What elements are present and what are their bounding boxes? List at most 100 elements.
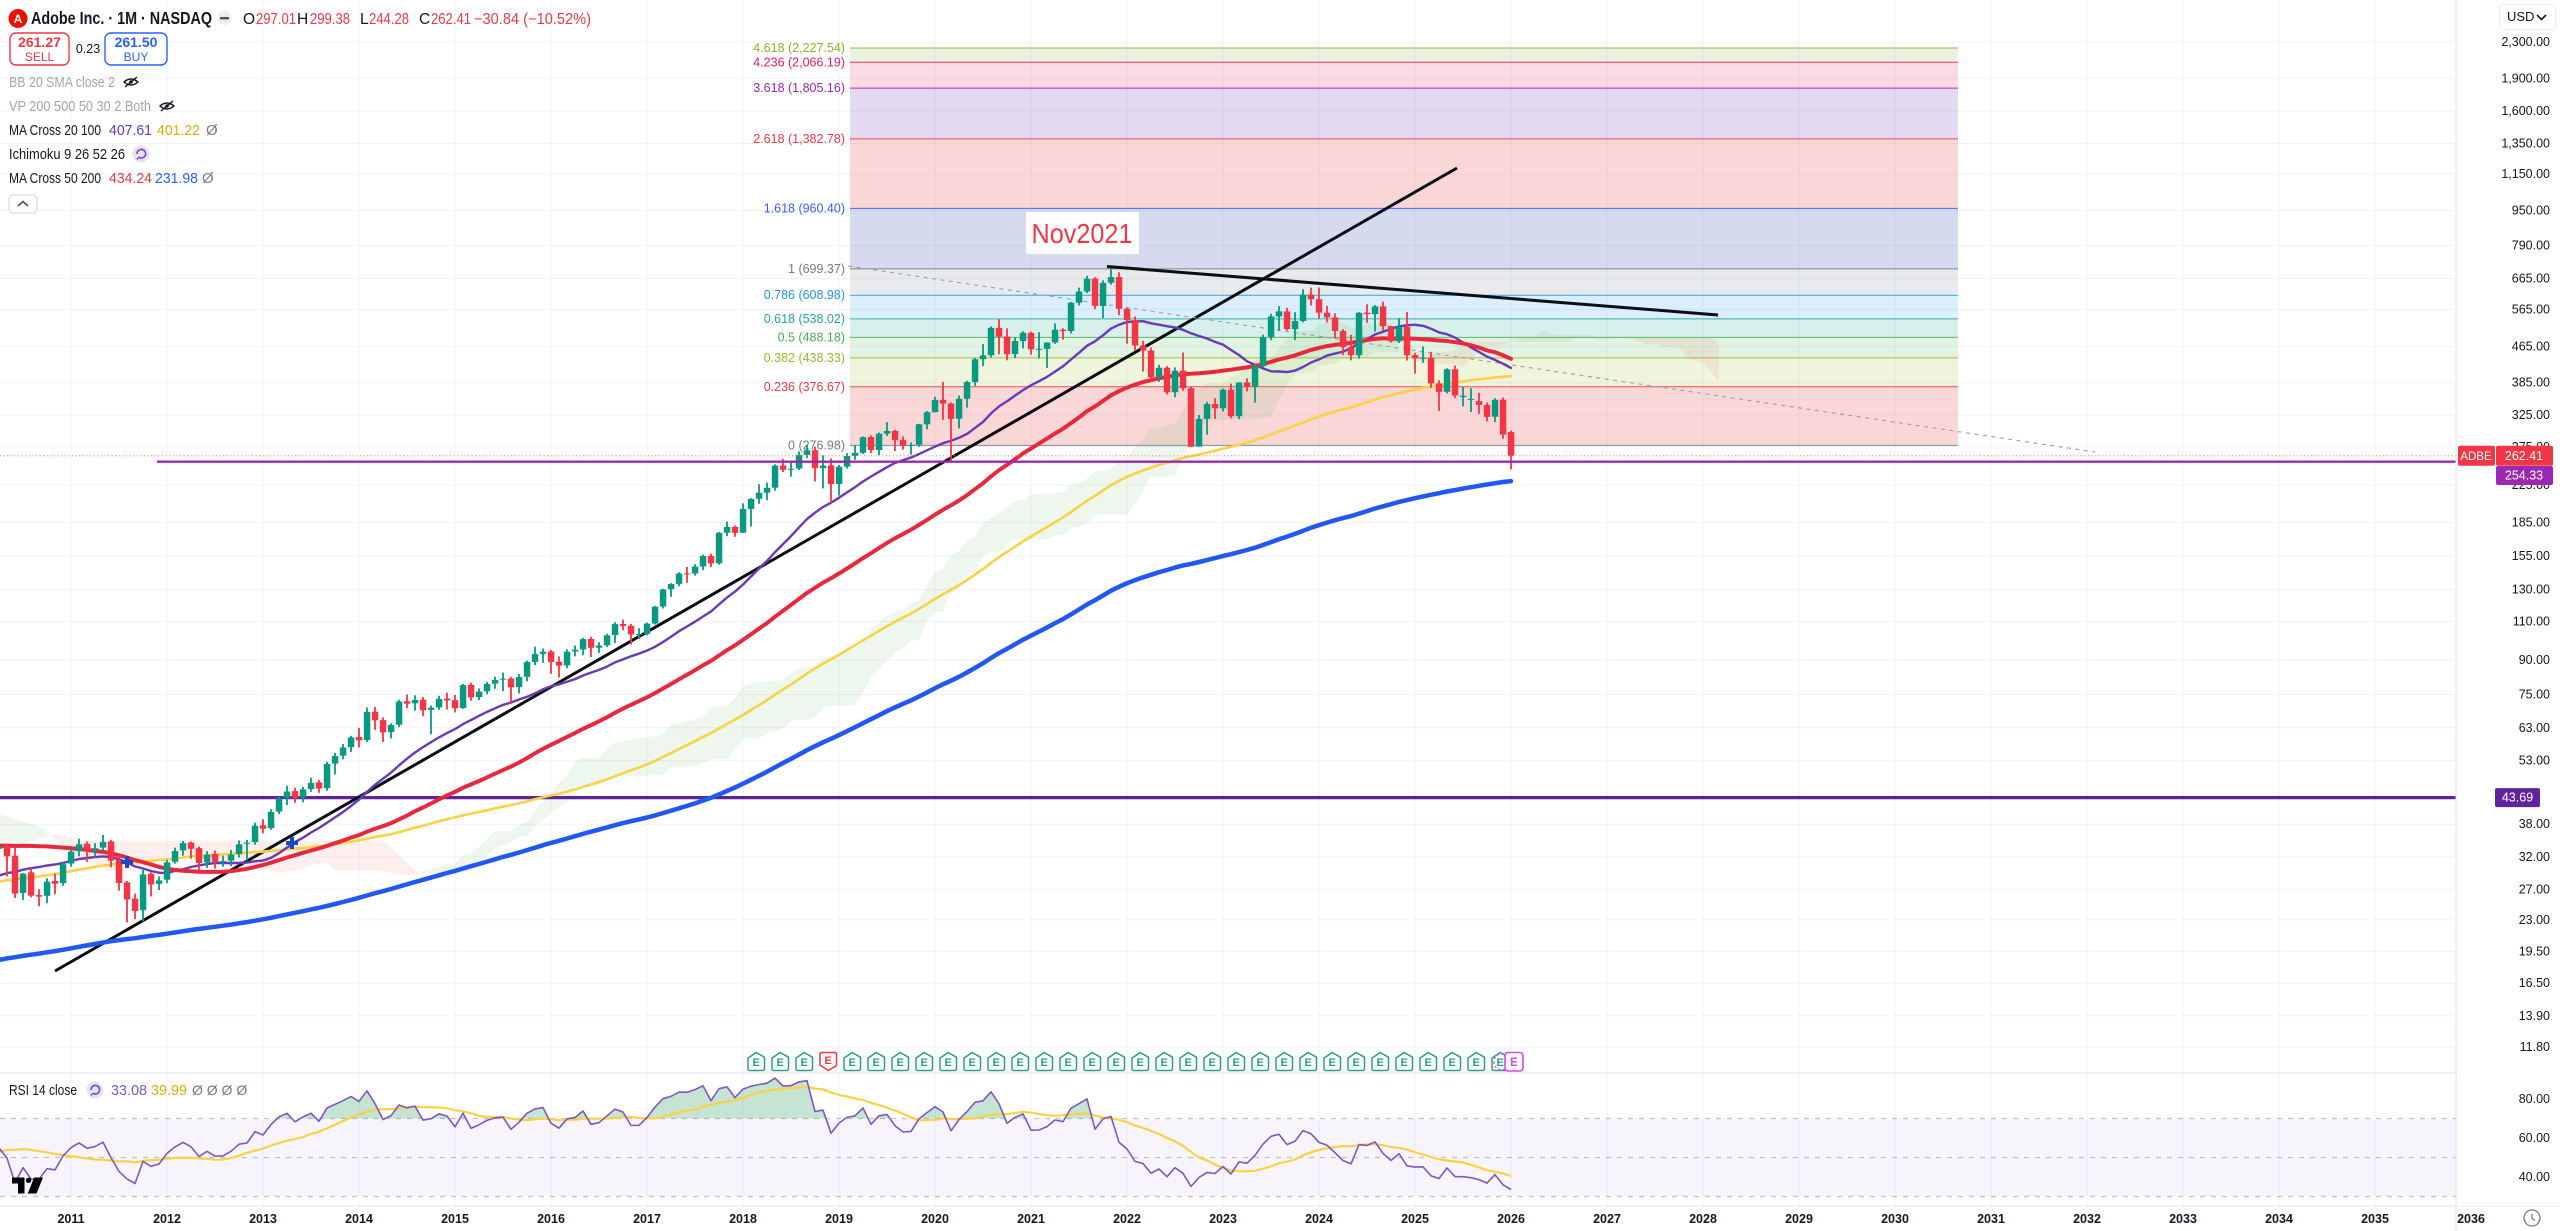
svg-text:USD: USD <box>2507 9 2534 24</box>
svg-text:385.00: 385.00 <box>2512 376 2550 390</box>
svg-text:2030: 2030 <box>1881 1212 1909 1226</box>
svg-text:3.618 (1,805.16): 3.618 (1,805.16) <box>753 81 845 95</box>
svg-text:299.38: 299.38 <box>310 11 350 28</box>
svg-text:ADBE: ADBE <box>2460 451 2492 463</box>
svg-text:E: E <box>1041 1057 1048 1069</box>
svg-text:2035: 2035 <box>2361 1212 2389 1226</box>
svg-text:2,300.00: 2,300.00 <box>2501 35 2550 49</box>
svg-text:O: O <box>243 11 255 28</box>
svg-text:E: E <box>969 1057 976 1069</box>
svg-text:0.618 (538.02): 0.618 (538.02) <box>764 312 845 326</box>
svg-text:32.00: 32.00 <box>2519 850 2550 864</box>
svg-text:0.236 (376.67): 0.236 (376.67) <box>764 380 845 394</box>
svg-text:1,600.00: 1,600.00 <box>2501 104 2550 118</box>
svg-text:4.618 (2,227.54): 4.618 (2,227.54) <box>753 41 845 55</box>
svg-text:E: E <box>1137 1057 1144 1069</box>
svg-text:H: H <box>297 11 308 28</box>
svg-text:E: E <box>1425 1057 1432 1069</box>
svg-text:MA Cross 20 100: MA Cross 20 100 <box>9 122 101 139</box>
svg-text:2013: 2013 <box>249 1212 277 1226</box>
svg-text:2023: 2023 <box>1209 1212 1237 1226</box>
svg-text:E: E <box>1185 1057 1192 1069</box>
svg-text:E: E <box>1305 1057 1312 1069</box>
svg-text:E: E <box>1113 1057 1120 1069</box>
svg-text:E: E <box>1377 1057 1384 1069</box>
svg-text:SELL: SELL <box>25 50 55 64</box>
svg-text:0 (276.98): 0 (276.98) <box>788 438 845 452</box>
svg-text:1,350.00: 1,350.00 <box>2501 137 2550 151</box>
svg-text:2020: 2020 <box>921 1212 949 1226</box>
svg-text:C: C <box>419 11 430 28</box>
svg-text:155.00: 155.00 <box>2512 549 2550 563</box>
svg-text:2029: 2029 <box>1785 1212 1813 1226</box>
svg-text:2016: 2016 <box>537 1212 565 1226</box>
svg-text:2033: 2033 <box>2169 1212 2197 1226</box>
svg-text:27.00: 27.00 <box>2519 882 2550 896</box>
svg-text:4.236 (2,066.19): 4.236 (2,066.19) <box>753 55 845 69</box>
svg-text:2.618 (1,382.78): 2.618 (1,382.78) <box>753 132 845 146</box>
svg-text:E: E <box>777 1057 784 1069</box>
svg-text:E: E <box>825 1055 832 1067</box>
svg-text:Ø: Ø <box>206 122 218 139</box>
svg-text:E: E <box>1017 1057 1024 1069</box>
svg-text:261.50: 261.50 <box>115 34 158 50</box>
svg-text:MA Cross 50 200: MA Cross 50 200 <box>9 170 101 187</box>
svg-text:E: E <box>753 1057 760 1069</box>
svg-text:23.00: 23.00 <box>2519 913 2550 927</box>
svg-text:Ø Ø Ø Ø: Ø Ø Ø Ø <box>192 1082 247 1098</box>
svg-text:254.33: 254.33 <box>2505 469 2543 483</box>
svg-text:407.61: 407.61 <box>109 122 152 139</box>
svg-text:Ichimoku 9 26 52 26: Ichimoku 9 26 52 26 <box>9 146 125 163</box>
svg-text:40.00: 40.00 <box>2519 1170 2550 1184</box>
svg-text:434.24: 434.24 <box>109 170 152 187</box>
svg-text:2025: 2025 <box>1401 1212 1429 1226</box>
svg-text:2028: 2028 <box>1689 1212 1717 1226</box>
svg-text:2018: 2018 <box>729 1212 757 1226</box>
svg-text:2012: 2012 <box>153 1212 181 1226</box>
svg-text:E: E <box>1353 1057 1360 1069</box>
svg-text:E: E <box>1257 1057 1264 1069</box>
svg-text:53.00: 53.00 <box>2519 754 2550 768</box>
svg-text:1.618 (960.40): 1.618 (960.40) <box>764 201 845 215</box>
svg-text:E: E <box>945 1057 952 1069</box>
svg-text:E: E <box>993 1057 1000 1069</box>
svg-text:0.23: 0.23 <box>76 42 100 56</box>
svg-text:0.382 (438.33): 0.382 (438.33) <box>764 351 845 365</box>
svg-text:465.00: 465.00 <box>2512 340 2550 354</box>
svg-text:790.00: 790.00 <box>2512 239 2550 253</box>
svg-text:19.50: 19.50 <box>2519 944 2550 958</box>
svg-text:E: E <box>897 1057 904 1069</box>
svg-text:E: E <box>1510 1057 1518 1069</box>
svg-text:E: E <box>1473 1057 1480 1069</box>
svg-text:E: E <box>921 1057 928 1069</box>
svg-text:2034: 2034 <box>2265 1212 2293 1226</box>
svg-text:RSI 14 close: RSI 14 close <box>9 1082 77 1099</box>
svg-text:80.00: 80.00 <box>2519 1092 2550 1106</box>
svg-text:E: E <box>1401 1057 1408 1069</box>
svg-text:1,900.00: 1,900.00 <box>2501 71 2550 85</box>
svg-text:E: E <box>849 1057 856 1069</box>
svg-text:950.00: 950.00 <box>2512 204 2550 218</box>
svg-text:E: E <box>873 1057 880 1069</box>
svg-text:2021: 2021 <box>1017 1212 1045 1226</box>
svg-text:0.5 (488.18): 0.5 (488.18) <box>778 330 845 344</box>
svg-text:665.00: 665.00 <box>2512 272 2550 286</box>
svg-text:60.00: 60.00 <box>2519 1131 2550 1145</box>
svg-text:110.00: 110.00 <box>2513 615 2550 629</box>
svg-text:VP 200 500 50 30 2 Both: VP 200 500 50 30 2 Both <box>9 98 151 115</box>
svg-text:43.69: 43.69 <box>2502 791 2533 805</box>
svg-text:Nov2021: Nov2021 <box>1032 218 1133 249</box>
svg-text:13.90: 13.90 <box>2519 1009 2550 1023</box>
svg-text:E: E <box>1449 1057 1456 1069</box>
svg-text:2032: 2032 <box>2073 1212 2101 1226</box>
svg-text:244.28: 244.28 <box>369 11 409 28</box>
svg-text:2022: 2022 <box>1113 1212 1141 1226</box>
svg-text:261.27: 261.27 <box>18 34 61 50</box>
svg-text:E: E <box>1161 1057 1168 1069</box>
svg-text:262.41: 262.41 <box>431 11 471 28</box>
svg-text:38.00: 38.00 <box>2519 817 2550 831</box>
svg-text:130.00: 130.00 <box>2512 583 2550 597</box>
svg-text:E: E <box>1233 1057 1240 1069</box>
svg-text:11.80: 11.80 <box>2520 1040 2550 1054</box>
svg-text:E: E <box>801 1057 808 1069</box>
